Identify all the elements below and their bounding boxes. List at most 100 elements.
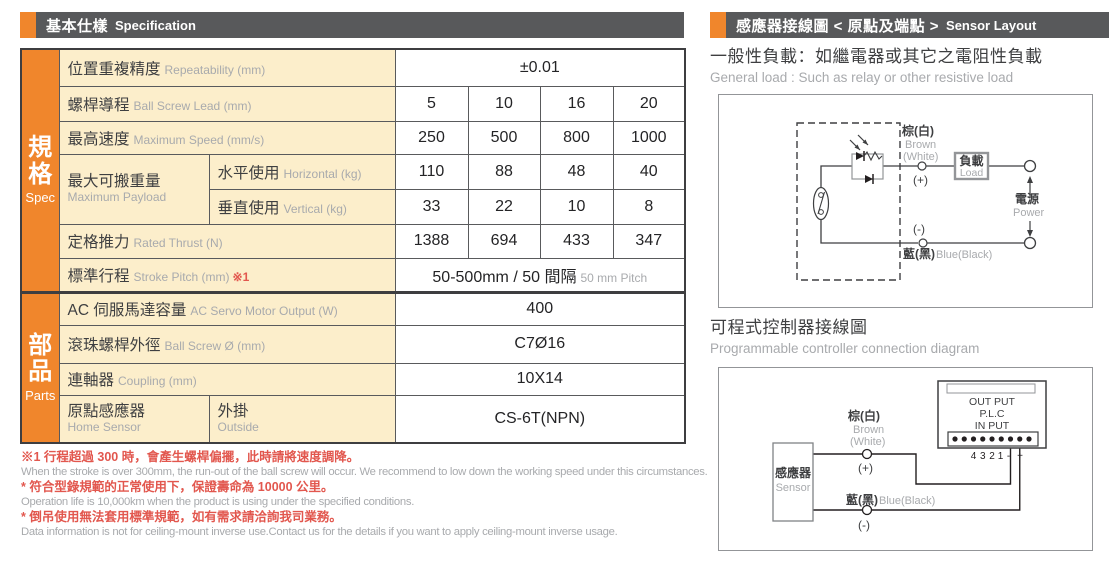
power-terminals bbox=[1023, 159, 1037, 250]
sensor-header-title-zh: 感應器接線圖 < 原點及端點 > bbox=[736, 17, 940, 35]
orange-accent-block bbox=[710, 12, 726, 38]
value-vertical-1: 33 bbox=[394, 188, 469, 225]
value-speed-3: 800 bbox=[539, 120, 614, 155]
row-label-ball-screw-lead: 螺桿導程 Ball Screw Lead (mm) bbox=[58, 85, 396, 122]
orange-accent-block bbox=[20, 12, 36, 38]
sensor-header-bar: 感應器接線圖 < 原點及端點 > Sensor Layout bbox=[726, 12, 1109, 38]
value-horizontal-3: 48 bbox=[539, 153, 614, 190]
value-lead-1: 5 bbox=[394, 85, 469, 122]
footnote-3-en: Data information is not for ceiling-moun… bbox=[21, 526, 618, 538]
value-thrust-1: 1388 bbox=[394, 223, 469, 259]
value-horizontal-1: 110 bbox=[394, 153, 469, 190]
blue-wire-label-zh: 藍(黑) bbox=[903, 246, 935, 261]
sensor-header-title-en: Sensor Layout bbox=[946, 17, 1037, 33]
row-label-rated-thrust: 定格推力 Rated Thrust (N) bbox=[58, 223, 396, 259]
brown-wire-label-zh: 棕(白) bbox=[847, 408, 880, 423]
svg-text:1: 1 bbox=[998, 451, 1004, 462]
sensor-box: 感應器 Sensor bbox=[772, 442, 814, 522]
terminal-dots bbox=[952, 436, 1032, 442]
plus-sign-label: (+) bbox=[913, 173, 928, 187]
load-label-en: Load bbox=[960, 167, 984, 179]
sensor-label-zh: 感應器 bbox=[775, 465, 812, 480]
row-label-stroke-pitch: 標準行程 Stroke Pitch (mm) ※1 bbox=[58, 257, 396, 293]
section-band-spec: 規格 Spec bbox=[20, 48, 60, 293]
band-spec-en: Spec bbox=[25, 190, 56, 206]
plus-terminal-dot bbox=[917, 161, 927, 171]
spec-header-title-zh: 基本仕樣 bbox=[46, 17, 109, 35]
value-thrust-3: 433 bbox=[539, 223, 614, 259]
value-lead-2: 10 bbox=[467, 85, 541, 122]
blue-wire-label-zh: 藍(黑) bbox=[846, 492, 878, 507]
sensor-dashed-outline bbox=[796, 122, 901, 281]
plc-box: OUT PUT P.L.C IN PUT 4 3 2 1 - + bbox=[937, 380, 1047, 462]
value-stroke: 50-500mm / 50 間隔 50 mm Pitch bbox=[394, 257, 686, 293]
value-vertical-2: 22 bbox=[467, 188, 541, 225]
brown-wire-label-en1: Brown bbox=[853, 424, 884, 436]
footnote-2-zh: * 符合型錄規範的正常使用下，保證壽命為 10000 公里。 bbox=[21, 480, 334, 494]
row-label-vertical: 垂直使用 Vertical (kg) bbox=[208, 188, 396, 225]
section-band-parts: 部品 Parts bbox=[20, 290, 60, 444]
value-speed-1: 250 bbox=[394, 120, 469, 155]
value-vertical-4: 8 bbox=[612, 188, 686, 225]
row-label-coupling: 連軸器 Coupling (mm) bbox=[58, 362, 396, 396]
value-speed-2: 500 bbox=[467, 120, 541, 155]
reed-switch-icon bbox=[812, 186, 830, 221]
svg-text:2: 2 bbox=[989, 451, 995, 462]
load-label-zh: 負載 bbox=[959, 153, 983, 168]
spec-section-header: 基本仕樣 Specification bbox=[20, 12, 684, 38]
minus-terminal-dot bbox=[861, 504, 873, 516]
row-label-max-payload: 最大可搬重量 Maximum Payload bbox=[58, 153, 210, 225]
value-horizontal-4: 40 bbox=[612, 153, 686, 190]
value-repeatability: ±0.01 bbox=[394, 48, 686, 87]
value-coupling: 10X14 bbox=[394, 362, 686, 396]
photo-diode-icon bbox=[849, 134, 884, 184]
value-home-sensor: CS-6T(NPN) bbox=[394, 394, 686, 444]
load-box: 負載 Load bbox=[953, 151, 990, 181]
minus-sign-label: (-) bbox=[913, 222, 925, 236]
blue-wire-label-en: Blue(Black) bbox=[879, 495, 935, 507]
value-thrust-2: 694 bbox=[467, 223, 541, 259]
plc-subtitle: 可程式控制器接線圖 Programmable controller connec… bbox=[710, 313, 979, 356]
row-label-ball-screw-dia: 滾珠螺桿外徑 Ball Screw Ø (mm) bbox=[58, 324, 396, 364]
svg-text:-: - bbox=[1007, 451, 1010, 462]
band-parts-zh: 部品 bbox=[28, 331, 53, 386]
general-load-subtitle: 一般性負載：如繼電器或其它之電阻性負載 General load : Such … bbox=[710, 42, 1043, 85]
minus-terminal-dot bbox=[918, 238, 928, 248]
stroke-footnote-mark: ※1 bbox=[232, 269, 250, 284]
svg-text:4: 4 bbox=[971, 451, 977, 462]
footnotes: ※1 行程超過 300 時，會產生螺桿偏擺，此時請將速度調降。 When the… bbox=[21, 450, 708, 540]
spec-header-title-en: Specification bbox=[115, 17, 196, 33]
general-load-zh: 一般性負載：如繼電器或其它之電阻性負載 bbox=[710, 47, 1043, 66]
plc-output-label: OUT PUT bbox=[969, 396, 1015, 408]
sensor-section-header: 感應器接線圖 < 原點及端點 > Sensor Layout bbox=[710, 12, 1109, 38]
footnote-1-zh: ※1 行程超過 300 時，會產生螺桿偏擺，此時請將速度調降。 bbox=[21, 450, 360, 464]
minus-sign-label: (-) bbox=[858, 518, 870, 532]
plus-terminal-dot bbox=[861, 448, 873, 460]
circuit-wires bbox=[813, 446, 1021, 511]
general-load-diagram: 負載 Load 棕(白) Brown (White) (+) 電源 Power … bbox=[718, 94, 1093, 308]
value-lead-4: 20 bbox=[612, 85, 686, 122]
brown-wire-label-en1: Brown bbox=[905, 139, 936, 151]
brown-wire-label-zh: 棕(白) bbox=[901, 123, 934, 138]
footnote-3-zh: * 倒吊使用無法套用標準規範，如有需求請洽詢我司業務。 bbox=[21, 510, 342, 524]
circuit-wires bbox=[820, 165, 1025, 244]
svg-text:+: + bbox=[1017, 451, 1023, 462]
value-vertical-3: 10 bbox=[539, 188, 614, 225]
plc-title-zh: 可程式控制器接線圖 bbox=[710, 318, 868, 337]
value-speed-4: 1000 bbox=[612, 120, 686, 155]
power-label-en: Power bbox=[1013, 207, 1045, 219]
plc-title-en: Programmable controller connection diagr… bbox=[710, 341, 980, 356]
plc-input-label: IN PUT bbox=[975, 420, 1010, 432]
general-load-en: General load : Such as relay or other re… bbox=[710, 70, 1014, 85]
value-ball-screw-dia: C7Ø16 bbox=[394, 324, 686, 364]
power-label-zh: 電源 bbox=[1015, 191, 1039, 206]
brown-wire-label-en2: (White) bbox=[903, 151, 938, 163]
spec-header-bar: 基本仕樣 Specification bbox=[36, 12, 684, 38]
row-label-servo-output: AC 伺服馬達容量 AC Servo Motor Output (W) bbox=[58, 290, 396, 326]
plc-connection-diagram: 感應器 Sensor OUT PUT P.L.C IN PUT 4 3 bbox=[718, 367, 1093, 551]
row-label-repeatability: 位置重複精度 Repeatability (mm) bbox=[58, 48, 396, 87]
brown-wire-label-en2: (White) bbox=[850, 436, 885, 448]
blue-wire-label-en: Blue(Black) bbox=[936, 249, 992, 261]
band-spec-zh: 規格 bbox=[28, 134, 53, 188]
